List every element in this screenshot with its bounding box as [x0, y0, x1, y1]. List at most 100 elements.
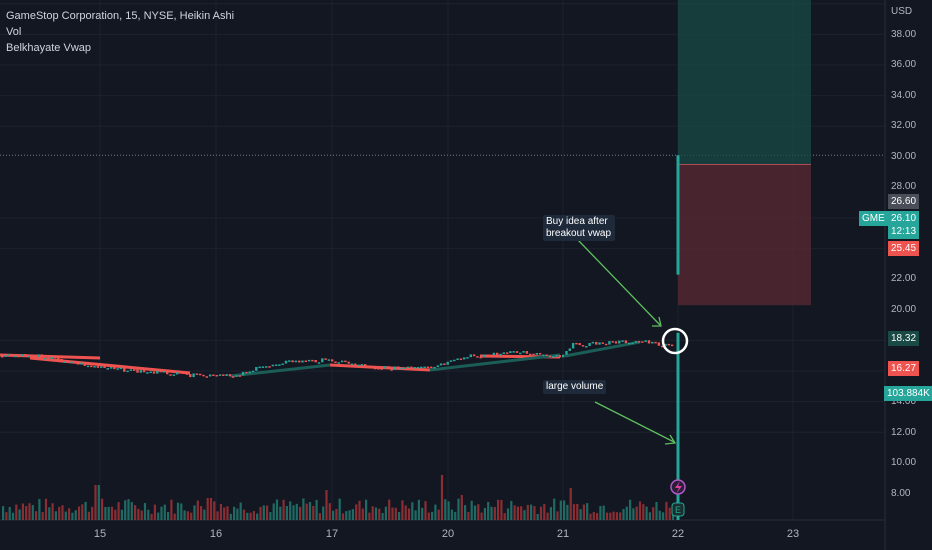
candle [152, 371, 156, 374]
large-volume-note[interactable]: large volume [543, 380, 607, 394]
volume-bar [464, 505, 467, 520]
volume-bar [246, 512, 249, 520]
volume-bar [536, 513, 539, 520]
volume-bar [351, 509, 354, 520]
candle [106, 368, 109, 370]
volume-bar [84, 501, 87, 520]
candle [159, 370, 162, 373]
volume-bar [2, 506, 5, 520]
volume-bar [371, 506, 374, 520]
vwap-indicator-label[interactable]: Belkhayate Vwap [6, 42, 91, 54]
volume-bar [609, 512, 612, 520]
volume-bar [427, 512, 430, 520]
volume-arrow [594, 401, 675, 443]
symbol-title[interactable]: GameStop Corporation, 15, NYSE, Heikin A… [6, 10, 235, 22]
volume-bar [612, 511, 615, 520]
volume-bar [117, 502, 120, 520]
candle [400, 367, 403, 370]
candle [241, 371, 245, 376]
countdown-tag: 12:13 [888, 224, 920, 239]
loss-zone [678, 164, 811, 306]
candle [20, 354, 24, 357]
volume-bar [665, 501, 668, 520]
volume-bar [642, 504, 645, 520]
candle [96, 366, 100, 368]
currency-label[interactable]: USD [891, 6, 913, 17]
vwap-down-segment [29, 356, 191, 375]
candle [327, 359, 331, 361]
candle [340, 360, 344, 363]
vwap-up-segment [429, 353, 561, 372]
volume-bar [440, 475, 444, 520]
volume-bar [295, 503, 298, 520]
candle [274, 364, 278, 367]
price-tick: 36.00 [891, 59, 917, 70]
volume-bar [173, 513, 176, 520]
buy-idea-note[interactable]: Buy idea after breakout vwap [543, 215, 615, 241]
time-axis[interactable]: 15 16 17 20 21 22 23 [0, 520, 885, 550]
volume-bar [219, 504, 222, 520]
volume-bar [186, 511, 189, 520]
candle [469, 354, 472, 358]
position-zones [678, 0, 811, 306]
candle [235, 375, 238, 377]
candle [133, 369, 136, 371]
volume-bar [566, 504, 569, 520]
candle [265, 366, 268, 368]
candle [1, 356, 4, 358]
volume-bar [64, 511, 67, 520]
volume-bar [167, 511, 170, 520]
volume-bar [279, 506, 282, 520]
candle [466, 357, 469, 359]
volume-bar [239, 502, 242, 520]
volume-bar [61, 505, 64, 520]
volume-indicator-label[interactable]: Vol [6, 26, 22, 38]
volume-bar [190, 512, 193, 520]
volume-bar [470, 500, 473, 520]
candle [93, 366, 96, 368]
candle [459, 358, 463, 360]
volume-bar [249, 512, 252, 520]
candle [7, 354, 10, 356]
volume-bar [490, 506, 493, 520]
candle [456, 358, 459, 360]
volume-bar [266, 505, 269, 520]
volume-bar [619, 512, 622, 520]
candle [436, 365, 439, 367]
volume-bar [635, 506, 638, 520]
candle [126, 370, 129, 373]
volume-bar [18, 509, 21, 520]
price-tick: 8.00 [891, 488, 911, 499]
volume-bar [68, 508, 71, 520]
volume-bar [203, 509, 206, 520]
volume-bar [127, 499, 130, 520]
price-axis[interactable]: 38.00 36.00 34.00 32.00 30.00 28.00 22.0… [885, 0, 932, 520]
candle [60, 358, 63, 362]
volume-bar [345, 511, 348, 520]
volume-bar [421, 507, 424, 520]
earnings-e-icon: E [671, 502, 685, 517]
volume-bar [292, 505, 295, 520]
candle [53, 357, 57, 359]
candle [43, 357, 47, 360]
candle [538, 352, 542, 355]
volume-bar [262, 505, 265, 520]
volume-bar [487, 501, 490, 520]
candle [175, 372, 179, 375]
volume-bar [107, 506, 110, 520]
candle [393, 366, 397, 370]
candle [30, 355, 34, 358]
volume-bar [592, 512, 595, 520]
candle [628, 342, 631, 345]
lightning-icon-bolt [675, 481, 682, 494]
volume-bar [341, 513, 345, 520]
volume-bar [44, 498, 48, 520]
volume-bar [28, 503, 31, 520]
volume-bar [414, 510, 417, 520]
volume-bar [114, 509, 117, 520]
volume-bar [437, 509, 440, 520]
volume-bar [272, 503, 275, 520]
volume-bar [523, 510, 526, 520]
volume-bar [569, 488, 572, 520]
